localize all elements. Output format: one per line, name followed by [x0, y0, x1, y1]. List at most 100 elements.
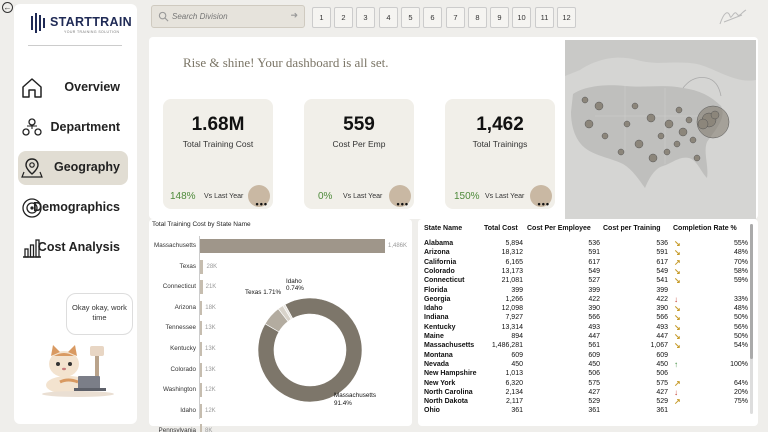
more-options-icon[interactable]: ••• — [396, 199, 409, 209]
more-options-icon[interactable]: ••• — [255, 199, 268, 209]
geo-map[interactable] — [565, 40, 756, 219]
table-cell-total-cost: 18,312 — [501, 249, 523, 257]
donut-slice-idaho[interactable] — [282, 304, 294, 320]
map-bubble[interactable] — [693, 154, 701, 162]
table-header[interactable]: Completion Rate % — [673, 225, 737, 232]
table-cell-cost-per-employee: 529 — [588, 398, 600, 406]
map-bubble[interactable] — [634, 139, 644, 149]
table-header[interactable]: State Name — [424, 225, 463, 232]
bar[interactable] — [200, 321, 202, 336]
search-submit-icon[interactable]: ➜ — [290, 10, 298, 20]
table-cell-cost-per-training: 390 — [656, 305, 668, 313]
nav-item-cost-analysis[interactable]: Cost Analysis — [18, 231, 128, 265]
signature-icon — [719, 9, 747, 25]
bar[interactable] — [200, 424, 202, 432]
map-bubble[interactable] — [581, 96, 589, 104]
table-header[interactable]: Cost Per Employee — [527, 225, 591, 232]
divider — [28, 45, 122, 46]
map-bubble[interactable] — [697, 118, 709, 130]
nav-item-overview[interactable]: Overview — [18, 71, 128, 105]
search-input[interactable] — [172, 9, 282, 24]
trend-arrow-icon: ↘ — [674, 332, 681, 341]
bar[interactable] — [200, 280, 203, 295]
bar[interactable] — [200, 362, 202, 377]
map-bubble[interactable] — [623, 120, 631, 128]
nav-item-demographics[interactable]: Demographics — [18, 191, 128, 225]
table-scrollbar-thumb[interactable] — [750, 224, 753, 359]
donut-slice-massachusetts[interactable] — [257, 297, 363, 403]
map-bubble[interactable] — [631, 102, 639, 110]
bar[interactable] — [200, 342, 202, 356]
bar-label: Kentucky — [170, 345, 196, 352]
page-button-10[interactable]: 10 — [512, 7, 531, 28]
page-button-7[interactable]: 7 — [446, 7, 465, 28]
map-bubble[interactable] — [584, 119, 594, 129]
table-cell-cost-per-employee: 566 — [588, 314, 600, 322]
trend-arrow-icon: ↘ — [674, 313, 681, 323]
table-header[interactable]: Total Cost — [484, 225, 518, 232]
trend-arrow-icon: ↗ — [674, 378, 681, 388]
bar[interactable] — [200, 259, 204, 274]
table-cell-state: Maine — [424, 333, 444, 340]
table-cell-cost-per-training: 361 — [656, 407, 668, 415]
map-bubble[interactable] — [601, 132, 609, 140]
map-bubble[interactable] — [689, 136, 697, 144]
search-box[interactable]: ➜ — [151, 5, 305, 28]
bar-label: Arizona — [174, 303, 196, 311]
map-bubble[interactable] — [675, 106, 683, 114]
page-button-4[interactable]: 4 — [379, 7, 398, 28]
table-cell-cost-per-employee: 591 — [588, 249, 600, 257]
map-bubble[interactable] — [594, 101, 604, 111]
table-cell-cost-per-employee: 536 — [588, 240, 600, 247]
map-bubble[interactable] — [657, 132, 665, 140]
kpi-label: Cost Per Emp — [332, 139, 386, 149]
bar-label: Washington — [162, 386, 196, 394]
kpi-label: Total Training Cost — [182, 139, 254, 149]
map-bubble[interactable] — [646, 113, 656, 123]
home-icon — [22, 78, 42, 98]
bar-label: Pennsylvania — [158, 427, 196, 432]
page-button-12[interactable]: 12 — [557, 7, 576, 28]
page-button-11[interactable]: 11 — [535, 7, 554, 28]
bar-label: Texas — [179, 262, 196, 270]
table-header[interactable]: Cost per Training — [603, 225, 661, 232]
nav-item-department[interactable]: Department — [18, 111, 128, 145]
page-button-9[interactable]: 9 — [490, 7, 509, 28]
page-button-3[interactable]: 3 — [356, 7, 375, 28]
map-bubble[interactable] — [664, 119, 674, 129]
bar-value-label: 12K — [205, 407, 216, 414]
map-bubble[interactable] — [710, 110, 720, 120]
map-bubble[interactable] — [673, 140, 681, 148]
table-cell-total-cost: 1,266 — [505, 295, 523, 303]
table-cell-completion-rate: 54% — [733, 342, 748, 350]
table-cell-total-cost: 6,320 — [505, 379, 523, 387]
map-bubble[interactable] — [617, 148, 625, 156]
table-cell-cost-per-training: 493 — [656, 323, 668, 331]
table-cell-total-cost: 1,486,281 — [491, 342, 523, 350]
page-button-5[interactable]: 5 — [401, 7, 420, 28]
avatar — [248, 185, 270, 207]
map-bubble[interactable] — [663, 148, 671, 156]
map-bubble[interactable] — [648, 153, 658, 163]
bar[interactable] — [200, 239, 385, 253]
map-bubble[interactable] — [678, 127, 688, 137]
table-cell-cost-per-employee: 447 — [588, 333, 600, 340]
kpi-value: 559 — [343, 114, 375, 135]
table-cell-completion-rate: 33% — [733, 295, 748, 303]
table-cell-cost-per-training: 617 — [656, 258, 668, 266]
bar[interactable] — [200, 300, 203, 315]
page-button-6[interactable]: 6 — [423, 7, 442, 28]
page-button-8[interactable]: 8 — [468, 7, 487, 28]
nav-item-geography[interactable]: Geography — [18, 151, 128, 185]
back-button[interactable]: ← — [2, 2, 13, 13]
bar[interactable] — [200, 383, 202, 398]
more-options-icon[interactable]: ••• — [537, 199, 550, 209]
page-button-1[interactable]: 1 — [312, 7, 331, 28]
nav-label: Demographics — [33, 200, 120, 214]
page-button-2[interactable]: 2 — [334, 7, 353, 28]
bar[interactable] — [200, 403, 202, 418]
brand-tagline: YOUR TRAINING SOLUTION — [64, 30, 120, 34]
map-bubble[interactable] — [685, 116, 693, 124]
avatar — [389, 185, 411, 207]
table-cell-completion-rate: 75% — [733, 398, 748, 406]
